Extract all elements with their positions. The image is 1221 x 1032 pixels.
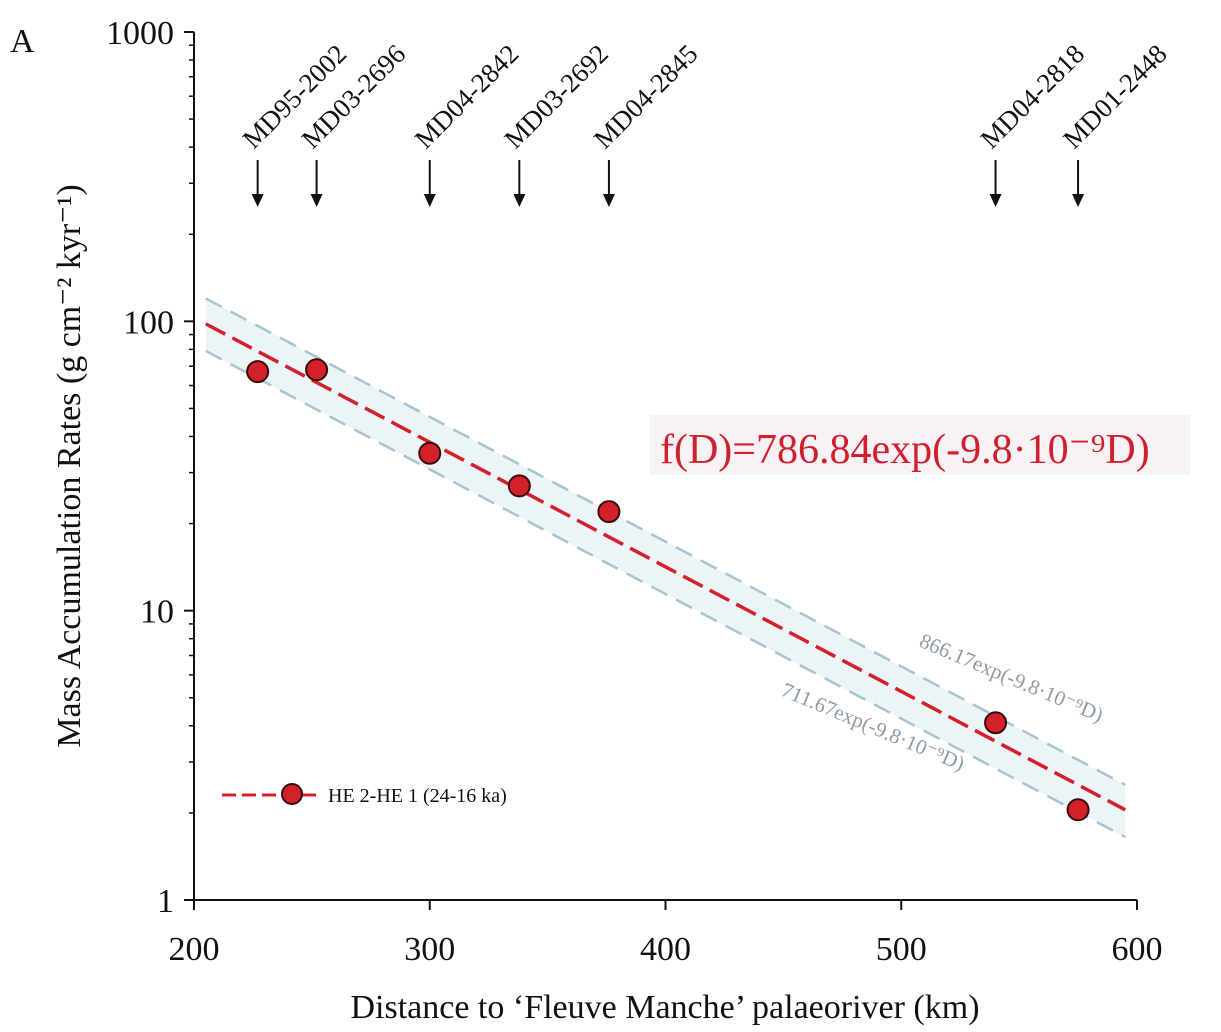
y-tick-label: 100	[123, 304, 174, 341]
core-arrow-head	[311, 194, 323, 207]
upper-band-line	[206, 298, 1125, 784]
data-point	[598, 501, 619, 522]
x-tick-label: 600	[1112, 931, 1163, 968]
fit-line-group	[206, 324, 1125, 810]
core-annotations: MD95-2002MD03-2696MD04-2842MD03-2692MD04…	[237, 39, 1173, 207]
core-arrow-head	[603, 194, 615, 207]
x-axis-title: Distance to ‘Fleuve Manche’ palaeoriver …	[350, 989, 979, 1026]
data-point	[247, 361, 268, 382]
data-point	[306, 359, 327, 380]
core-arrow-head	[513, 194, 525, 207]
y-axis-title: Mass Accumulation Rates (g cm⁻² kyr⁻¹)	[51, 184, 88, 747]
core-arrow-head	[252, 194, 264, 207]
legend: HE 2-HE 1 (24-16 ka)	[222, 784, 507, 807]
y-tick-label: 1	[157, 883, 174, 920]
x-tick-label: 300	[404, 931, 455, 968]
legend-marker	[282, 784, 302, 804]
x-tick-label: 500	[876, 931, 927, 968]
core-marker: MD04-2842	[409, 39, 525, 207]
x-tick-label: 200	[169, 931, 220, 968]
fit-equation: f(D)=786.84exp(-9.8·10⁻⁹D)	[650, 415, 1190, 475]
data-point	[509, 475, 530, 496]
core-arrow-head	[1072, 194, 1084, 207]
data-point	[1068, 799, 1089, 820]
x-tick-label: 400	[640, 931, 691, 968]
y-tick-label: 1000	[106, 15, 174, 52]
data-point	[419, 443, 440, 464]
core-arrow-head	[990, 194, 1002, 207]
core-arrow-head	[424, 194, 436, 207]
y-tick-label: 10	[140, 594, 174, 631]
data-point	[985, 712, 1006, 733]
axis-ticks: 200 300 400 500 600 1 10 100 1000	[106, 15, 1163, 968]
fit-equation-text: f(D)=786.84exp(-9.8·10⁻⁹D)	[660, 427, 1150, 473]
fit-line	[206, 324, 1125, 810]
legend-label: HE 2-HE 1 (24-16 ka)	[328, 785, 507, 807]
panel-letter: A	[10, 23, 35, 60]
